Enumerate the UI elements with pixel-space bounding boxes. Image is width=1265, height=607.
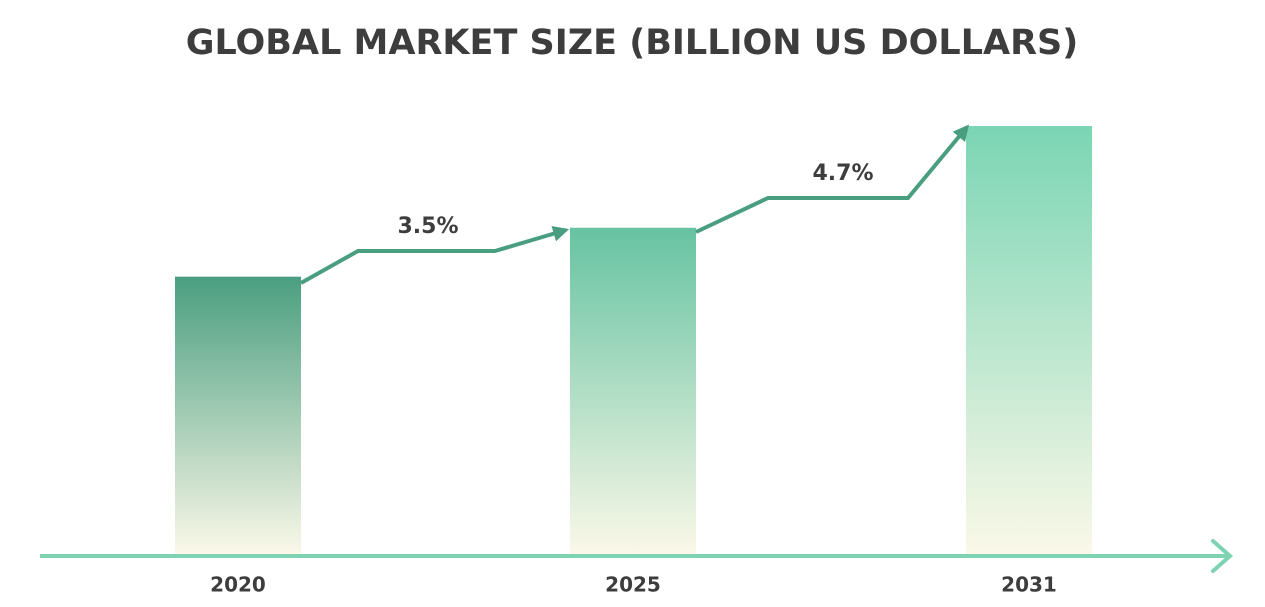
chart-title: GLOBAL MARKET SIZE (BILLION US DOLLARS): [186, 23, 1078, 63]
growth-label: 4.7%: [812, 161, 873, 186]
bar: [966, 126, 1092, 554]
x-tick-label: 2025: [605, 573, 661, 597]
bar: [175, 276, 301, 554]
x-tick-label: 2031: [1001, 573, 1057, 597]
x-axis-arrow: [1211, 539, 1234, 573]
growth-arrow: [695, 124, 970, 234]
x-tick-label: 2020: [210, 573, 266, 597]
growth-arrow: [300, 225, 570, 285]
growth-label: 3.5%: [397, 214, 458, 239]
bar: [570, 227, 696, 554]
